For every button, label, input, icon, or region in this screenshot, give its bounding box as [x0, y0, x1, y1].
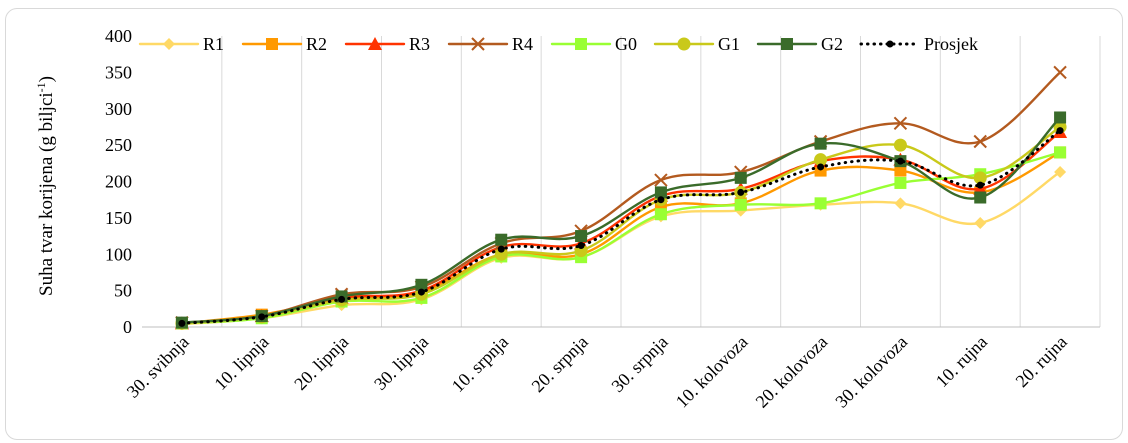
data-point [415, 278, 428, 291]
data-point [817, 163, 825, 171]
data-point [1056, 127, 1064, 135]
legend-item-g2: G2 [756, 34, 843, 54]
data-point [894, 164, 907, 177]
legend-marker [677, 37, 691, 51]
series-layer [174, 65, 1068, 331]
data-point [894, 197, 907, 210]
data-point [657, 196, 665, 204]
data-point [577, 242, 585, 250]
data-point [1054, 111, 1067, 124]
legend-item-r2: R2 [241, 34, 327, 54]
data-point [974, 191, 987, 204]
x-tick-label: 30. lipnja [370, 332, 432, 394]
data-point [894, 176, 907, 189]
legend-item-r3: R3 [344, 34, 430, 54]
data-point [896, 157, 904, 165]
y-axis-label: Suha tvar korijena (g biljci-1) [34, 76, 57, 296]
chart-frame [5, 8, 1123, 440]
data-point [893, 116, 908, 131]
gridlines [221, 36, 1101, 327]
legend-marker [575, 38, 587, 50]
legend-label: R3 [409, 34, 430, 54]
data-point [417, 288, 425, 296]
y-tick-label: 200 [105, 172, 132, 192]
y-tick-label: 300 [105, 99, 132, 119]
x-tick-label: 20. kolovoza [752, 332, 832, 412]
legend-label: R4 [512, 34, 533, 54]
data-point [258, 313, 266, 321]
x-tick-label: 20. lipnja [290, 332, 352, 394]
legend-item-r4: R4 [447, 34, 533, 54]
legend: R1 R2 R3 R4 G0 G1 G2 Prosjek [138, 34, 978, 54]
y-tick-label: 50 [114, 281, 132, 301]
data-point [976, 181, 984, 189]
data-point [734, 171, 747, 184]
data-point [973, 134, 987, 149]
legend-item-r1: R1 [138, 34, 224, 54]
series-prosjek [178, 127, 1064, 327]
legend-marker [781, 38, 793, 50]
data-point [734, 198, 747, 211]
data-point [814, 197, 827, 210]
legend-label: G0 [615, 34, 637, 54]
x-tick-label: 30. srpnja [607, 332, 671, 396]
legend-label: R1 [203, 34, 224, 54]
legend-marker [163, 38, 175, 50]
data-point [1054, 166, 1067, 179]
data-point [495, 233, 508, 246]
data-point [654, 173, 668, 187]
data-point [178, 319, 186, 327]
data-point [338, 295, 346, 303]
legend-label: R2 [306, 34, 327, 54]
x-tick-label: 30. svibnja [123, 332, 193, 402]
x-tick-label: 20. srpnja [528, 332, 592, 396]
x-tick-label: 30. kolovoza [831, 332, 911, 412]
y-tick-label: 250 [105, 135, 132, 155]
y-tick-label: 350 [105, 62, 132, 82]
data-point [575, 230, 588, 243]
y-tick-label: 0 [123, 317, 132, 337]
data-point [737, 188, 745, 196]
legend-label: G2 [821, 34, 843, 54]
x-tick-label: 10. kolovoza [672, 332, 752, 412]
x-tick-label: 10. lipnja [210, 332, 272, 394]
x-tick-label: 10. rujna [932, 332, 991, 391]
data-point [1054, 146, 1067, 159]
y-tick-label: 100 [105, 244, 132, 264]
legend-marker [266, 38, 278, 50]
data-point [1053, 65, 1067, 80]
x-tick-label: 10. srpnja [448, 332, 512, 396]
data-point [814, 137, 827, 150]
data-point [973, 171, 987, 185]
data-point [494, 247, 508, 261]
data-point [814, 153, 828, 167]
legend-item-g1: G1 [653, 34, 740, 54]
data-point [497, 245, 505, 253]
legend-item-g0: G0 [550, 34, 637, 54]
data-point [654, 186, 667, 199]
data-point [893, 138, 907, 152]
legend-marker [886, 40, 894, 48]
y-tick-label: 400 [105, 26, 132, 46]
legend-marker [368, 37, 382, 50]
legend-item-prosjek: Prosjek [859, 34, 978, 54]
data-point [974, 216, 987, 229]
legend-marker [471, 37, 485, 51]
legend-label: G1 [718, 34, 740, 54]
y-tick-label: 150 [105, 208, 132, 228]
data-point [654, 208, 667, 221]
x-tick-label: 20. rujna [1012, 332, 1071, 391]
legend-label: Prosjek [924, 34, 978, 54]
